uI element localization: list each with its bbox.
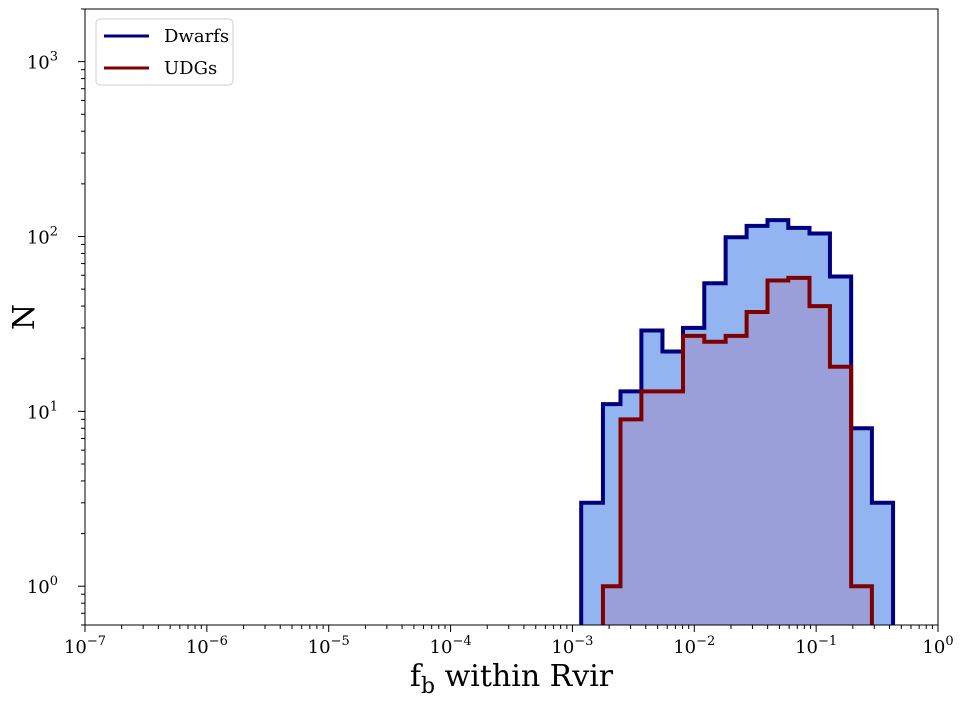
plot-area [579,218,896,625]
x-axis-title: fb within Rvir [410,659,614,699]
hist-fill-udgs [602,277,872,625]
x-axis: 10−7 10−6 10−5 10−4 10−3 10−2 10−1 100 [64,625,954,658]
x-tick-label: 10−5 [308,634,350,658]
hist-edge-dwarfs [579,218,896,625]
x-axis-title-sub: b [421,674,435,699]
x-axis-title-rest: within Rvir [435,659,614,694]
y-axis: 100 101 102 103 [27,8,85,626]
plot-frame [84,8,939,626]
y-tick-label: 102 [27,224,58,248]
hist-edge-udgs [581,275,894,625]
x-tick-label: 100 [922,634,953,658]
y-tick-label: 100 [27,574,58,598]
legend: Dwarfs UDGs [95,18,234,86]
x-axis-title-main: f [410,659,423,694]
x-tick-label: 10−1 [795,634,837,658]
legend-label-dwarfs: Dwarfs [164,26,229,47]
x-tick-label: 10−4 [430,634,472,658]
y-tick-label: 103 [27,50,58,74]
fill-layer [581,220,894,625]
x-tick-label: 10−2 [673,634,715,658]
x-tick-label: 10−3 [551,634,593,658]
x-tick-label: 10−6 [186,634,228,658]
legend-label-udgs: UDGs [164,58,217,79]
edge-layer [579,218,896,625]
y-tick-label: 101 [27,399,58,423]
x-tick-label: 10−7 [64,634,106,658]
y-axis-title: N [7,304,42,330]
